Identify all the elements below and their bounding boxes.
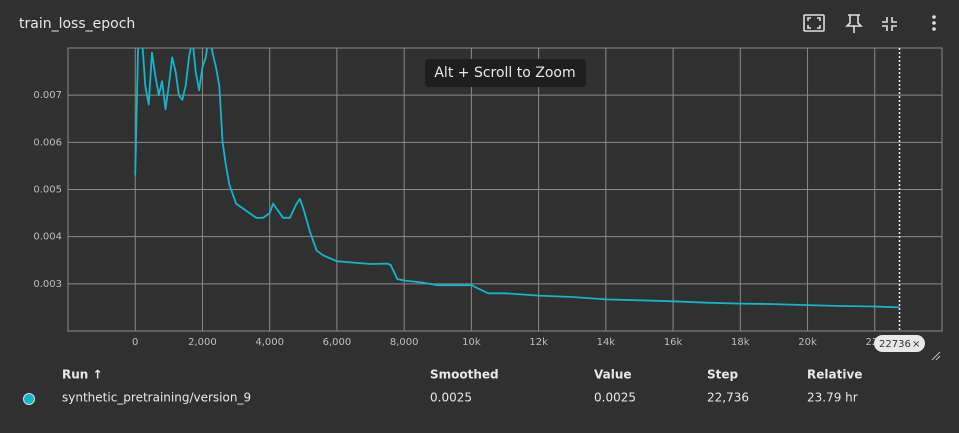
menu-button[interactable] [932, 15, 936, 31]
pin-button[interactable] [845, 14, 863, 33]
column-header[interactable]: Step [707, 368, 739, 382]
run-table: Run ↑ Smoothed Value Step Relative synthetic_… [62, 368, 862, 405]
column-header[interactable]: Relative [807, 368, 862, 382]
table-cell: 0.0025 [430, 391, 472, 405]
lines [134, 48, 900, 309]
zoom-hint-text: Alt + Scroll to Zoom [434, 65, 575, 81]
card-title: train_loss_epoch [19, 16, 135, 32]
toolbar [803, 14, 936, 33]
x-tick-label: 14k [597, 337, 616, 348]
column-header[interactable]: Smoothed [430, 368, 499, 382]
collapse-button[interactable] [882, 17, 897, 31]
chip-label: 22736 [879, 339, 911, 350]
y-tick-label: 0.007 [33, 90, 62, 101]
y-tick-label: 0.004 [33, 232, 62, 243]
table-cell: 0.0025 [594, 391, 636, 405]
chip-background [874, 335, 925, 352]
series-line [134, 48, 900, 309]
x-tick-label: 16k [664, 337, 683, 348]
fit-button[interactable] [803, 14, 825, 32]
x-tick-label: 2,000 [188, 337, 217, 348]
x-tick-label: 10k [462, 337, 481, 348]
x-tick-label: 4,000 [255, 337, 284, 348]
y-tick-label: 0.005 [33, 185, 62, 196]
x-tick-label: 12k [529, 337, 548, 348]
chip-close-icon[interactable]: × [912, 339, 920, 350]
x-tick-label: 18k [731, 337, 750, 348]
table-cell: 22,736 [707, 391, 749, 405]
x-tick-label: 8,000 [390, 337, 419, 348]
y-tick-label: 0.003 [33, 279, 62, 290]
zoom-hint-box [425, 59, 586, 87]
table-cell: 23.79 hr [807, 391, 858, 405]
resize-handle[interactable] [931, 351, 941, 361]
table-cell: synthetic_pretraining/version_9 [62, 391, 251, 405]
step-chip[interactable]: 22736 × [874, 335, 925, 352]
column-header[interactable]: Value [594, 368, 632, 382]
x-tick-label: 0 [132, 337, 138, 348]
zoom-hint: Alt + Scroll to Zoom [425, 59, 586, 87]
run-color-dot[interactable] [23, 393, 35, 405]
x-tick-label: 6,000 [323, 337, 352, 348]
x-tick-label: 20k [798, 337, 817, 348]
column-header[interactable]: Run ↑ [62, 368, 103, 382]
y-tick-label: 0.006 [33, 137, 62, 148]
